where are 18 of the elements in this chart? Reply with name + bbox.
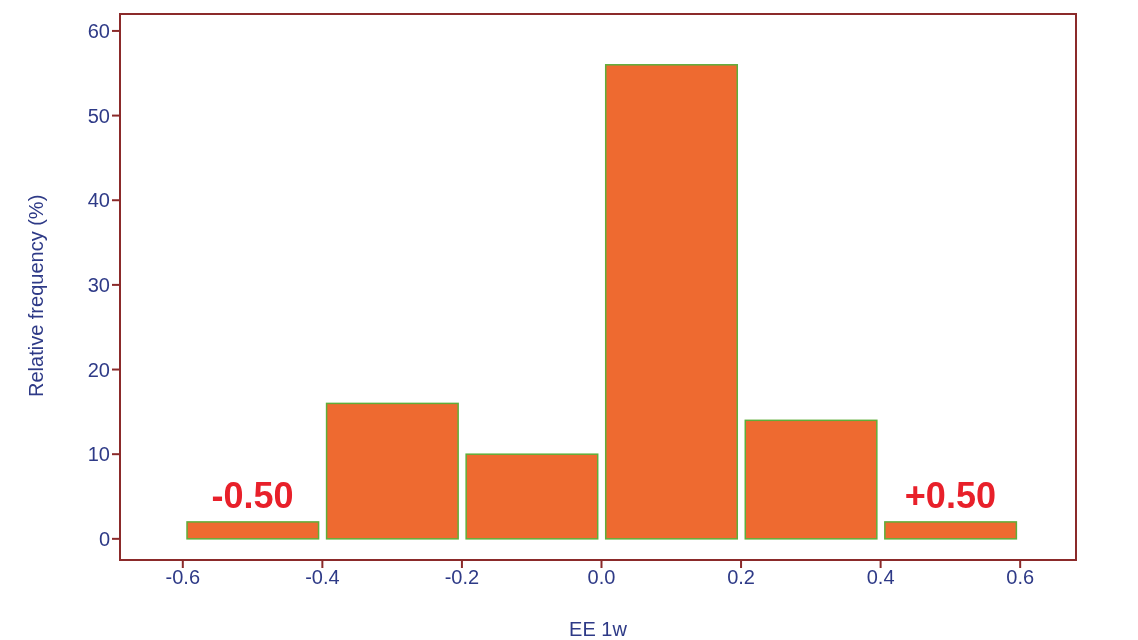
x-tick-label: 0.0 xyxy=(587,566,616,589)
y-axis-title: Relative frequency (%) xyxy=(25,194,48,397)
x-tick-label: 0.6 xyxy=(1006,566,1035,589)
x-tick-label: 0.2 xyxy=(727,566,755,589)
y-tick-label: 40 xyxy=(87,189,110,212)
x-axis-title: EE 1w xyxy=(569,618,628,640)
annotation: +0.50 xyxy=(904,474,996,516)
x-tick-label: -0.4 xyxy=(305,566,340,589)
x-tick-label: -0.6 xyxy=(165,566,201,589)
y-tick-label: 20 xyxy=(87,358,110,381)
x-tick-label: 0.4 xyxy=(866,566,895,589)
x-tick-label: -0.2 xyxy=(444,566,480,589)
y-tick-label: 60 xyxy=(87,20,110,43)
annotation: -0.50 xyxy=(211,474,294,516)
y-tick-label: 10 xyxy=(87,443,110,466)
y-tick-label: 50 xyxy=(87,104,110,127)
y-tick-label: 0 xyxy=(98,527,110,550)
y-tick-label: 30 xyxy=(87,273,110,296)
